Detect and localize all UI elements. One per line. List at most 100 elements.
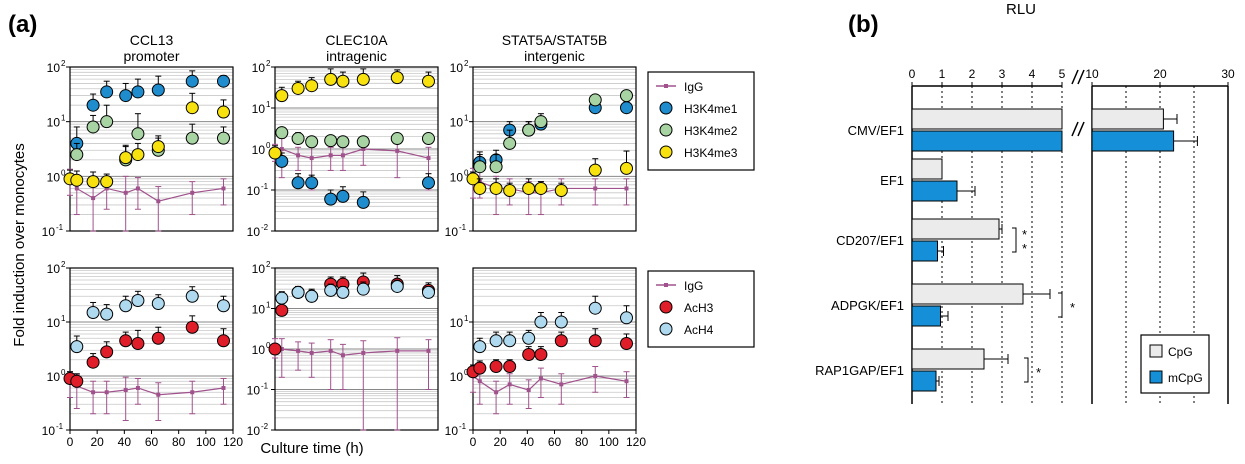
data-point bbox=[91, 390, 96, 395]
data-point bbox=[275, 126, 289, 140]
data-point bbox=[104, 390, 109, 395]
legend-swatch bbox=[659, 322, 673, 336]
x-tick-label: 4 bbox=[1029, 67, 1036, 81]
y-tick-label: 10 -1 bbox=[247, 182, 269, 198]
axis-break-mark bbox=[1071, 121, 1079, 137]
x-tick-label: 2 bbox=[969, 67, 976, 81]
y-tick-label: 10 1 bbox=[252, 100, 271, 116]
tick-label-base: 10 bbox=[252, 143, 266, 157]
chart-subtitle: promoter bbox=[123, 48, 179, 64]
data-point bbox=[554, 184, 568, 198]
data-point bbox=[588, 301, 602, 315]
bar bbox=[911, 305, 941, 327]
x-tick-label: 40 bbox=[118, 435, 132, 449]
data-point bbox=[296, 153, 301, 158]
data-point bbox=[395, 148, 400, 153]
tick-label-exponent: -1 bbox=[459, 422, 467, 431]
legend-entry: IgG bbox=[656, 80, 703, 94]
data-point bbox=[619, 336, 633, 350]
chart-subtitle: intragenic bbox=[326, 48, 387, 64]
bar bbox=[911, 240, 938, 262]
data-point bbox=[216, 334, 230, 348]
legend-label: CpG bbox=[1168, 345, 1193, 359]
series-AcH3 bbox=[268, 272, 435, 356]
data-point bbox=[70, 374, 84, 388]
bar bbox=[911, 283, 1024, 305]
tick-label-base: 10 bbox=[247, 225, 261, 239]
data-point bbox=[291, 176, 305, 190]
tick-label-exponent: 0 bbox=[464, 368, 469, 377]
data-point bbox=[336, 74, 350, 88]
tick-label-base: 10 bbox=[47, 170, 61, 184]
bar bbox=[911, 370, 937, 392]
data-point bbox=[559, 382, 564, 387]
legend-swatch-marker bbox=[664, 84, 668, 88]
tick-label-base: 10 bbox=[247, 184, 261, 198]
data-point bbox=[131, 85, 145, 99]
y-tick-label: 10 1 bbox=[252, 301, 271, 317]
bar bbox=[911, 130, 1063, 152]
bar-group: CMV/EF1 bbox=[848, 108, 1198, 152]
data-point bbox=[216, 74, 230, 88]
data-point bbox=[526, 388, 531, 393]
tick-label-exponent: 2 bbox=[61, 59, 66, 68]
series-H3K4me3 bbox=[268, 68, 435, 160]
data-point bbox=[123, 388, 128, 393]
tick-label-base: 10 bbox=[450, 61, 464, 75]
y-tick-label: 10 -1 bbox=[445, 422, 467, 438]
y-tick-label: 10 -2 bbox=[247, 422, 269, 438]
y-tick-label: 10 -1 bbox=[445, 223, 467, 239]
significance-bracket: * bbox=[1058, 292, 1075, 318]
data-point bbox=[534, 115, 548, 129]
tick-label-base: 10 bbox=[42, 225, 56, 239]
tick-label-exponent: -2 bbox=[261, 422, 269, 431]
series-IgG bbox=[67, 371, 227, 421]
data-point bbox=[100, 85, 114, 99]
chart-panel-a6: 10 110 010 -10 20 40 60 80 100 120 bbox=[445, 267, 646, 449]
series-AcH3 bbox=[63, 315, 230, 388]
legend-entry: AcH4 bbox=[659, 322, 714, 337]
y-tick-label: 10 1 bbox=[47, 114, 66, 130]
data-point bbox=[135, 385, 140, 390]
data-point bbox=[390, 279, 404, 293]
y-tick-label: 10 2 bbox=[47, 260, 66, 276]
data-point bbox=[190, 190, 195, 195]
data-point bbox=[156, 392, 161, 397]
legend-entry: H3K4me3 bbox=[659, 145, 738, 160]
data-point bbox=[221, 385, 226, 390]
tick-label-exponent: 2 bbox=[266, 260, 271, 269]
chart-title: STAT5A/STAT5B bbox=[502, 32, 608, 48]
data-point bbox=[336, 135, 350, 149]
data-point bbox=[503, 184, 517, 198]
tick-label-base: 10 bbox=[450, 170, 464, 184]
tick-label-exponent: 0 bbox=[61, 168, 66, 177]
panel-a-label: (a) bbox=[8, 11, 37, 38]
data-point bbox=[268, 342, 282, 356]
series-AcH4 bbox=[70, 286, 230, 354]
tick-label-exponent: 1 bbox=[464, 314, 469, 323]
x-tick-label: 0 bbox=[909, 67, 916, 81]
plot-frame bbox=[69, 66, 234, 232]
tick-label-exponent: 2 bbox=[61, 260, 66, 269]
data-point bbox=[185, 131, 199, 145]
x-tick-label: 100 bbox=[599, 435, 619, 449]
y-tick-label: 10 0 bbox=[252, 141, 271, 157]
data-point bbox=[100, 175, 114, 189]
tick-label-exponent: 1 bbox=[61, 114, 66, 123]
significance-mark: * bbox=[1036, 365, 1041, 380]
x-tick-label: 10 bbox=[1085, 67, 1099, 81]
tick-label-exponent: 1 bbox=[61, 314, 66, 323]
tick-label-exponent: -1 bbox=[459, 223, 467, 232]
legend-swatch bbox=[659, 300, 673, 314]
bar-group: ADPGK/EF1 bbox=[831, 283, 1051, 327]
data-point bbox=[70, 340, 84, 354]
data-point bbox=[340, 153, 345, 158]
data-point bbox=[619, 89, 633, 103]
x-axis-label-a: Culture time (h) bbox=[260, 440, 363, 457]
data-point bbox=[309, 350, 314, 355]
tick-label-base: 10 bbox=[47, 316, 61, 330]
data-point bbox=[619, 311, 633, 325]
significance-mark: * bbox=[1022, 241, 1027, 256]
